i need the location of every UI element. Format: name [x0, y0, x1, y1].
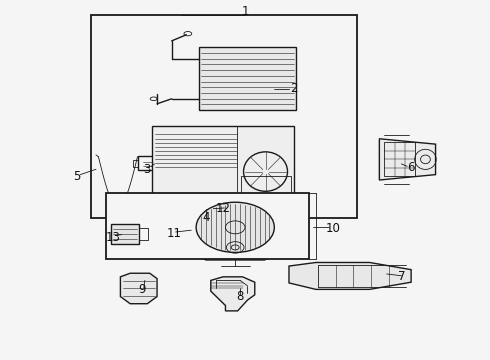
- Bar: [201, 208, 215, 218]
- Text: 5: 5: [73, 170, 80, 183]
- Text: 1: 1: [241, 5, 249, 18]
- Text: 10: 10: [325, 222, 341, 235]
- Polygon shape: [121, 273, 157, 304]
- Bar: [198, 47, 296, 110]
- Text: 13: 13: [106, 231, 121, 244]
- Text: 12: 12: [216, 202, 230, 215]
- Text: 9: 9: [139, 283, 146, 296]
- Text: 4: 4: [202, 211, 210, 224]
- Bar: [106, 193, 309, 259]
- Bar: [133, 160, 139, 167]
- Bar: [91, 15, 357, 218]
- Polygon shape: [379, 139, 436, 180]
- Bar: [138, 156, 159, 170]
- Bar: [152, 126, 294, 209]
- Text: 6: 6: [407, 161, 415, 174]
- Bar: [384, 142, 415, 176]
- Text: 7: 7: [397, 270, 405, 283]
- Bar: [242, 176, 291, 207]
- Bar: [181, 208, 195, 218]
- Text: 11: 11: [167, 227, 182, 240]
- Polygon shape: [194, 240, 277, 260]
- Polygon shape: [289, 262, 411, 289]
- Bar: [111, 224, 139, 244]
- Bar: [162, 208, 175, 218]
- Text: 2: 2: [290, 82, 297, 95]
- Text: 8: 8: [237, 290, 244, 303]
- Polygon shape: [211, 277, 255, 311]
- Bar: [139, 228, 148, 240]
- Ellipse shape: [196, 202, 274, 252]
- Text: 3: 3: [144, 163, 151, 176]
